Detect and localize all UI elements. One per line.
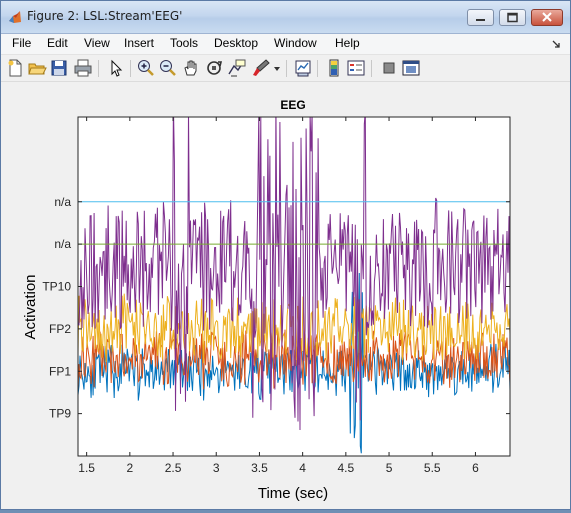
toolbar-separator bbox=[317, 60, 318, 77]
rotate-icon[interactable] bbox=[204, 58, 224, 78]
dropdown-arrow-icon[interactable] bbox=[272, 58, 282, 78]
zoom-in-icon[interactable] bbox=[136, 58, 156, 78]
pan-icon[interactable] bbox=[181, 58, 201, 78]
y-tick-label: n/a bbox=[54, 195, 71, 209]
y-tick-label: FP1 bbox=[49, 364, 71, 378]
dock-arrow-icon[interactable] bbox=[551, 39, 561, 49]
x-tick-label: 5.5 bbox=[424, 461, 441, 475]
maximize-icon bbox=[507, 12, 518, 23]
y-axis-label: Activation bbox=[22, 274, 39, 339]
minimize-button[interactable] bbox=[467, 9, 494, 26]
zoom-out-icon[interactable] bbox=[158, 58, 178, 78]
minimize-icon bbox=[476, 19, 485, 21]
menu-help[interactable]: Help bbox=[335, 36, 360, 50]
menu-bar: File Edit View Insert Tools Desktop Wind… bbox=[1, 34, 570, 55]
maximize-button[interactable] bbox=[499, 9, 526, 26]
menu-edit[interactable]: Edit bbox=[47, 36, 68, 50]
print-icon[interactable] bbox=[73, 58, 93, 78]
x-tick-label: 2 bbox=[126, 461, 133, 475]
x-tick-label: 2.5 bbox=[165, 461, 182, 475]
window-title: Figure 2: LSL:Stream'EEG' bbox=[27, 9, 183, 23]
figure-canvas: EEG Time (sec) Activation 1.5 2 2.5 3 3.5 4 4.… bbox=[1, 82, 570, 509]
chart-title: EEG bbox=[280, 98, 305, 112]
save-icon[interactable] bbox=[49, 58, 69, 78]
open-file-icon[interactable] bbox=[27, 58, 47, 78]
toolbar-separator bbox=[371, 60, 372, 77]
eeg-axes[interactable]: EEG Time (sec) Activation 1.5 2 2.5 3 3.5 4 4.… bbox=[1, 82, 570, 509]
x-tick-label: 6 bbox=[472, 461, 479, 475]
close-icon bbox=[542, 12, 552, 22]
show-plot-tools-icon[interactable] bbox=[401, 58, 421, 78]
menu-desktop[interactable]: Desktop bbox=[214, 36, 259, 50]
colorbar-icon[interactable] bbox=[324, 58, 344, 78]
legend-icon[interactable] bbox=[346, 58, 366, 78]
toolbar-separator bbox=[98, 60, 99, 77]
x-tick-label: 1.5 bbox=[78, 461, 95, 475]
link-plot-icon[interactable] bbox=[293, 58, 313, 78]
menu-window[interactable]: Window bbox=[274, 36, 317, 50]
menu-file[interactable]: File bbox=[12, 36, 32, 50]
x-tick-label: 3.5 bbox=[251, 461, 268, 475]
x-tick-label: 5 bbox=[386, 461, 393, 475]
x-tick-label: 4.5 bbox=[337, 461, 354, 475]
new-figure-icon[interactable] bbox=[5, 58, 25, 78]
y-tick-label: FP2 bbox=[49, 322, 71, 336]
close-button[interactable] bbox=[531, 9, 563, 26]
y-tick-label: TP10 bbox=[42, 280, 71, 294]
matlab-logo-icon bbox=[9, 11, 21, 23]
eeg-series-line-3 bbox=[78, 117, 510, 431]
y-tick-label: TP9 bbox=[49, 407, 71, 421]
figure-toolbar bbox=[1, 55, 570, 82]
menu-tools[interactable]: Tools bbox=[170, 36, 199, 50]
y-tick-label: n/a bbox=[54, 237, 71, 251]
menu-view[interactable]: View bbox=[84, 36, 110, 50]
brush-icon[interactable] bbox=[251, 58, 271, 78]
hide-plot-tools-icon[interactable] bbox=[379, 58, 399, 78]
menu-insert[interactable]: Insert bbox=[124, 36, 155, 50]
toolbar-separator bbox=[130, 60, 131, 77]
x-axis-label: Time (sec) bbox=[258, 485, 328, 502]
toolbar-separator bbox=[286, 60, 287, 77]
x-tick-label: 4 bbox=[299, 461, 306, 475]
title-bar[interactable]: Figure 2: LSL:Stream'EEG' bbox=[1, 1, 570, 34]
pointer-icon[interactable] bbox=[106, 58, 126, 78]
data-cursor-icon[interactable] bbox=[227, 58, 247, 78]
x-tick-label: 3 bbox=[213, 461, 220, 475]
